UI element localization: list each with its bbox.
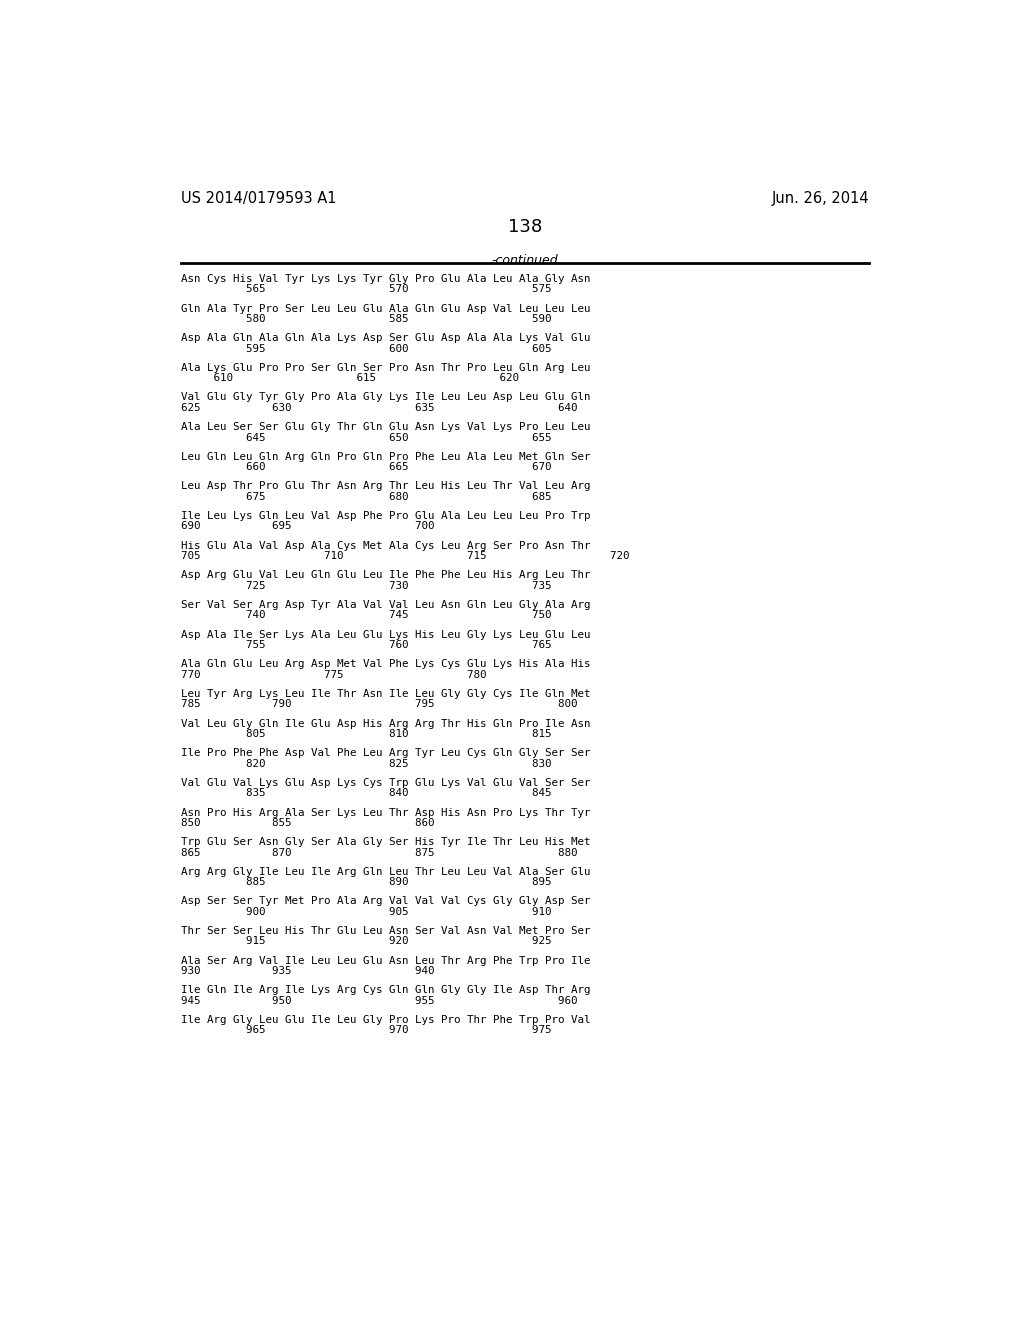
Text: 885                   890                   895: 885 890 895 (180, 878, 551, 887)
Text: Ala Lys Glu Pro Pro Ser Gln Ser Pro Asn Thr Pro Leu Gln Arg Leu: Ala Lys Glu Pro Pro Ser Gln Ser Pro Asn … (180, 363, 590, 372)
Text: Val Leu Gly Gln Ile Glu Asp His Arg Arg Thr His Gln Pro Ile Asn: Val Leu Gly Gln Ile Glu Asp His Arg Arg … (180, 718, 590, 729)
Text: Val Glu Gly Tyr Gly Pro Ala Gly Lys Ile Leu Leu Asp Leu Glu Gln: Val Glu Gly Tyr Gly Pro Ala Gly Lys Ile … (180, 392, 590, 403)
Text: 865           870                   875                   880: 865 870 875 880 (180, 847, 578, 858)
Text: 900                   905                   910: 900 905 910 (180, 907, 551, 917)
Text: 770                   775                   780: 770 775 780 (180, 669, 486, 680)
Text: 580                   585                   590: 580 585 590 (180, 314, 551, 323)
Text: Trp Glu Ser Asn Gly Ser Ala Gly Ser His Tyr Ile Thr Leu His Met: Trp Glu Ser Asn Gly Ser Ala Gly Ser His … (180, 837, 590, 847)
Text: -continued: -continued (492, 253, 558, 267)
Text: Ile Leu Lys Gln Leu Val Asp Phe Pro Glu Ala Leu Leu Leu Pro Trp: Ile Leu Lys Gln Leu Val Asp Phe Pro Glu … (180, 511, 590, 521)
Text: Ala Ser Arg Val Ile Leu Leu Glu Asn Leu Thr Arg Phe Trp Pro Ile: Ala Ser Arg Val Ile Leu Leu Glu Asn Leu … (180, 956, 590, 966)
Text: 785           790                   795                   800: 785 790 795 800 (180, 700, 578, 709)
Text: 740                   745                   750: 740 745 750 (180, 610, 551, 620)
Text: 915                   920                   925: 915 920 925 (180, 936, 551, 946)
Text: 725                   730                   735: 725 730 735 (180, 581, 551, 591)
Text: 820                   825                   830: 820 825 830 (180, 759, 551, 768)
Text: Asp Ala Ile Ser Lys Ala Leu Glu Lys His Leu Gly Lys Leu Glu Leu: Asp Ala Ile Ser Lys Ala Leu Glu Lys His … (180, 630, 590, 640)
Text: 805                   810                   815: 805 810 815 (180, 729, 551, 739)
Text: 850           855                   860: 850 855 860 (180, 818, 434, 828)
Text: 755                   760                   765: 755 760 765 (180, 640, 551, 649)
Text: 965                   970                   975: 965 970 975 (180, 1026, 551, 1035)
Text: 645                   650                   655: 645 650 655 (180, 433, 551, 442)
Text: 138: 138 (508, 218, 542, 236)
Text: 610                   615                   620: 610 615 620 (180, 374, 519, 383)
Text: Ala Leu Ser Ser Glu Gly Thr Gln Glu Asn Lys Val Lys Pro Leu Leu: Ala Leu Ser Ser Glu Gly Thr Gln Glu Asn … (180, 422, 590, 432)
Text: Ile Pro Phe Phe Asp Val Phe Leu Arg Tyr Leu Cys Gln Gly Ser Ser: Ile Pro Phe Phe Asp Val Phe Leu Arg Tyr … (180, 748, 590, 758)
Text: His Glu Ala Val Asp Ala Cys Met Ala Cys Leu Arg Ser Pro Asn Thr: His Glu Ala Val Asp Ala Cys Met Ala Cys … (180, 541, 590, 550)
Text: 690           695                   700: 690 695 700 (180, 521, 434, 532)
Text: Thr Ser Ser Leu His Thr Glu Leu Asn Ser Val Asn Val Met Pro Ser: Thr Ser Ser Leu His Thr Glu Leu Asn Ser … (180, 927, 590, 936)
Text: 595                   600                   605: 595 600 605 (180, 343, 551, 354)
Text: Asp Arg Glu Val Leu Gln Glu Leu Ile Phe Phe Leu His Arg Leu Thr: Asp Arg Glu Val Leu Gln Glu Leu Ile Phe … (180, 570, 590, 581)
Text: Asn Pro His Arg Ala Ser Lys Leu Thr Asp His Asn Pro Lys Thr Tyr: Asn Pro His Arg Ala Ser Lys Leu Thr Asp … (180, 808, 590, 817)
Text: 705                   710                   715                   720: 705 710 715 720 (180, 552, 629, 561)
Text: Ile Arg Gly Leu Glu Ile Leu Gly Pro Lys Pro Thr Phe Trp Pro Val: Ile Arg Gly Leu Glu Ile Leu Gly Pro Lys … (180, 1015, 590, 1026)
Text: Asn Cys His Val Tyr Lys Lys Tyr Gly Pro Glu Ala Leu Ala Gly Asn: Asn Cys His Val Tyr Lys Lys Tyr Gly Pro … (180, 275, 590, 284)
Text: US 2014/0179593 A1: US 2014/0179593 A1 (180, 191, 336, 206)
Text: 930           935                   940: 930 935 940 (180, 966, 434, 975)
Text: Arg Arg Gly Ile Leu Ile Arg Gln Leu Thr Leu Leu Val Ala Ser Glu: Arg Arg Gly Ile Leu Ile Arg Gln Leu Thr … (180, 867, 590, 876)
Text: 835                   840                   845: 835 840 845 (180, 788, 551, 799)
Text: Jun. 26, 2014: Jun. 26, 2014 (771, 191, 869, 206)
Text: Ser Val Ser Arg Asp Tyr Ala Val Val Leu Asn Gln Leu Gly Ala Arg: Ser Val Ser Arg Asp Tyr Ala Val Val Leu … (180, 601, 590, 610)
Text: 565                   570                   575: 565 570 575 (180, 284, 551, 294)
Text: 625           630                   635                   640: 625 630 635 640 (180, 403, 578, 413)
Text: Leu Tyr Arg Lys Leu Ile Thr Asn Ile Leu Gly Gly Cys Ile Gln Met: Leu Tyr Arg Lys Leu Ile Thr Asn Ile Leu … (180, 689, 590, 698)
Text: Leu Gln Leu Gln Arg Gln Pro Gln Pro Phe Leu Ala Leu Met Gln Ser: Leu Gln Leu Gln Arg Gln Pro Gln Pro Phe … (180, 451, 590, 462)
Text: Leu Asp Thr Pro Glu Thr Asn Arg Thr Leu His Leu Thr Val Leu Arg: Leu Asp Thr Pro Glu Thr Asn Arg Thr Leu … (180, 482, 590, 491)
Text: 675                   680                   685: 675 680 685 (180, 492, 551, 502)
Text: Asp Ala Gln Ala Gln Ala Lys Asp Ser Glu Asp Ala Ala Lys Val Glu: Asp Ala Gln Ala Gln Ala Lys Asp Ser Glu … (180, 333, 590, 343)
Text: Ile Gln Ile Arg Ile Lys Arg Cys Gln Gln Gly Gly Ile Asp Thr Arg: Ile Gln Ile Arg Ile Lys Arg Cys Gln Gln … (180, 985, 590, 995)
Text: Ala Gln Glu Leu Arg Asp Met Val Phe Lys Cys Glu Lys His Ala His: Ala Gln Glu Leu Arg Asp Met Val Phe Lys … (180, 659, 590, 669)
Text: 945           950                   955                   960: 945 950 955 960 (180, 995, 578, 1006)
Text: Asp Ser Ser Tyr Met Pro Ala Arg Val Val Val Cys Gly Gly Asp Ser: Asp Ser Ser Tyr Met Pro Ala Arg Val Val … (180, 896, 590, 907)
Text: Gln Ala Tyr Pro Ser Leu Leu Glu Ala Gln Glu Asp Val Leu Leu Leu: Gln Ala Tyr Pro Ser Leu Leu Glu Ala Gln … (180, 304, 590, 314)
Text: 660                   665                   670: 660 665 670 (180, 462, 551, 473)
Text: Val Glu Val Lys Glu Asp Lys Cys Trp Glu Lys Val Glu Val Ser Ser: Val Glu Val Lys Glu Asp Lys Cys Trp Glu … (180, 777, 590, 788)
